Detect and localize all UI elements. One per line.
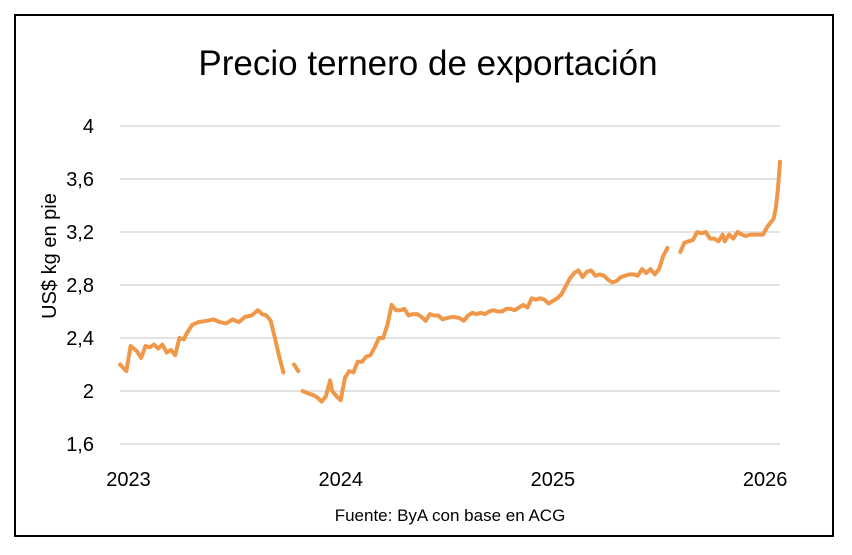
series-line <box>118 159 782 404</box>
y-tick-label: 2,8 <box>66 275 94 297</box>
chart-svg: Precio ternero de exportación 1,6 2 2,4 2,8… <box>39 44 787 525</box>
grid-lines <box>120 125 780 445</box>
y-axis-label: US$ kg en pie <box>39 193 61 319</box>
series-segment <box>300 245 670 404</box>
y-tick-label: 3,2 <box>66 222 94 244</box>
x-tick-label: 2025 <box>531 469 576 491</box>
x-tick-labels: 2023 2024 2025 2026 <box>106 469 787 491</box>
x-tick-label: 2026 <box>743 469 788 491</box>
chart-title: Precio ternero de exportación <box>198 44 657 83</box>
series-segment <box>118 308 286 375</box>
y-tick-label: 3,6 <box>66 169 94 191</box>
y-tick-labels: 1,6 2 2,4 2,8 3,2 3,6 4 <box>66 116 94 456</box>
x-tick-label: 2023 <box>106 469 151 491</box>
x-tick-label: 2024 <box>318 469 363 491</box>
y-tick-label: 4 <box>83 116 94 138</box>
chart-frame: Precio ternero de exportación 1,6 2 2,4 2,8… <box>14 14 834 537</box>
y-tick-label: 2 <box>83 381 94 403</box>
series-segment <box>678 159 782 254</box>
y-tick-label: 2,4 <box>66 328 94 350</box>
y-tick-label: 1,6 <box>66 434 94 456</box>
series-segment <box>292 362 301 374</box>
source-note: Fuente: ByA con base en ACG <box>335 506 566 525</box>
